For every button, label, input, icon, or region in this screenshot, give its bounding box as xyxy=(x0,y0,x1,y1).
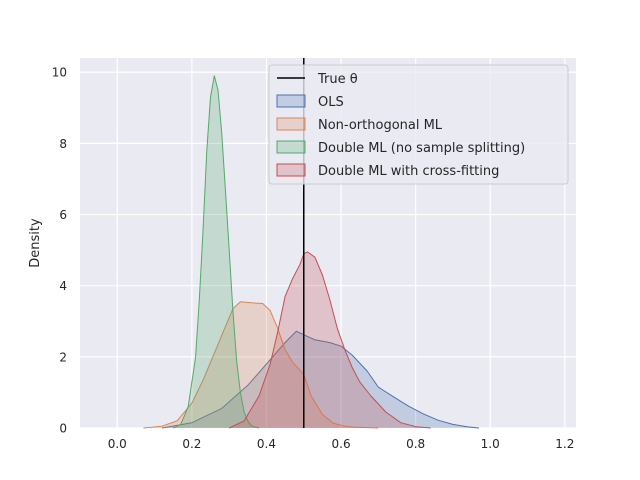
y-tick-labels: 0 2 4 6 8 10 xyxy=(52,66,67,436)
y-axis-label: Density xyxy=(28,218,43,268)
x-tick-label: 0.0 xyxy=(108,437,127,451)
legend-dml-crossfit-label: Double ML with cross-fitting xyxy=(318,164,499,179)
legend-dml-no-split-label: Double ML (no sample splitting) xyxy=(318,141,525,156)
density-line-non-orthogonal-ml xyxy=(143,301,379,429)
density-area-double-ml-no-sample-splitting xyxy=(173,75,259,429)
y-tick-label: 0 xyxy=(59,422,67,436)
y-tick-label: 6 xyxy=(59,208,67,222)
density-area-double-ml-with-cross-fitting xyxy=(229,251,431,428)
x-tick-label: 1.0 xyxy=(481,437,500,451)
x-tick-label: 0.6 xyxy=(332,437,351,451)
x-tick-label: 0.8 xyxy=(406,437,425,451)
y-tick-label: 10 xyxy=(52,66,67,80)
series-layer xyxy=(143,75,480,429)
x-tick-label: 0.4 xyxy=(257,437,276,451)
legend-dml-no-split-swatch xyxy=(276,140,306,154)
y-tick-label: 8 xyxy=(59,137,67,151)
density-line-double-ml-with-cross-fitting xyxy=(228,251,431,429)
x-tick-labels: 0.0 0.2 0.4 0.6 0.8 1.0 1.2 xyxy=(108,437,575,451)
legend-true-theta-label: True θ xyxy=(317,72,358,87)
y-tick-label: 4 xyxy=(59,279,67,293)
legend-frame xyxy=(268,64,569,185)
density-line-ols xyxy=(161,330,480,429)
x-tick-label: 1.2 xyxy=(555,437,574,451)
legend-non-orthogonal-swatch xyxy=(276,117,306,131)
legend-dml-crossfit-swatch xyxy=(276,163,306,177)
density-area-non-orthogonal-ml xyxy=(143,301,379,428)
legend-non-orthogonal-label: Non-orthogonal ML xyxy=(318,118,443,133)
density-area-ols xyxy=(162,331,479,428)
density-line-double-ml-no-sample-splitting xyxy=(172,75,260,429)
y-tick-label: 2 xyxy=(59,350,67,364)
legend-ols-label: OLS xyxy=(318,95,344,110)
legend: True θ OLS Non-orthogonal ML Double ML (… xyxy=(268,64,569,185)
legend-ols-swatch xyxy=(276,94,306,108)
x-tick-label: 0.2 xyxy=(182,437,201,451)
